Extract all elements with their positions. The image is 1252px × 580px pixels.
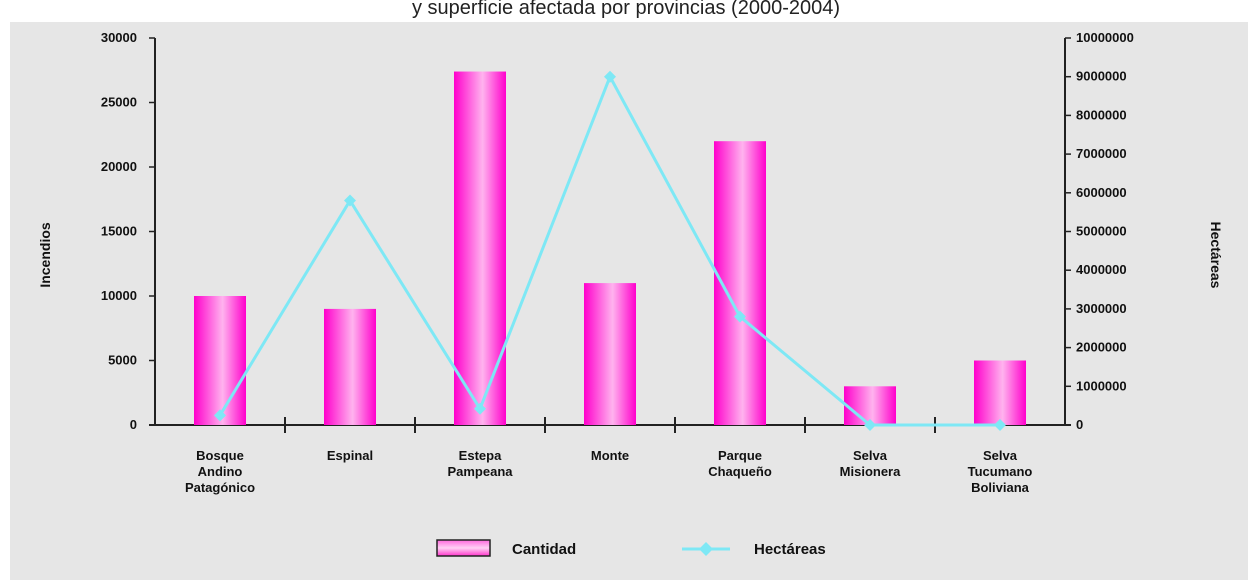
x-category-label: Monte	[591, 448, 629, 463]
y-tick-label-right: 1000000	[1076, 378, 1127, 393]
x-category-label: Selva Misionera	[840, 448, 901, 479]
y-tick-label-right: 9000000	[1076, 69, 1127, 84]
y-tick-label-left: 10000	[101, 288, 137, 303]
y-tick-label-left: 20000	[101, 159, 137, 174]
y-tick-label-left: 25000	[101, 95, 137, 110]
x-category-label: Estepa Pampeana	[447, 448, 513, 479]
y-tick-label-left: 15000	[101, 224, 137, 239]
y-tick-label-right: 0	[1076, 417, 1083, 432]
legend-swatch-cantidad	[436, 539, 491, 557]
y-tick-label-right: 3000000	[1076, 301, 1127, 316]
chart-title: y superficie afectada por provincias (20…	[412, 0, 840, 19]
bar	[324, 308, 376, 425]
y-axis-left-title: Incendios	[37, 222, 53, 288]
x-category-label: Selva Tucumano Boliviana	[968, 448, 1033, 495]
line-point-marker	[604, 70, 616, 83]
line-point-marker	[474, 402, 486, 415]
line-point-marker	[864, 419, 876, 431]
line-series-group	[214, 70, 1006, 431]
bar	[194, 296, 246, 425]
labels-group: 0 5000 10000 15000 20000 25000 30000 0 1000000 20…	[101, 30, 1134, 495]
x-category-label: Espinal	[327, 448, 373, 463]
legend-label-cantidad: Cantidad	[512, 541, 576, 558]
bar	[974, 360, 1026, 425]
bar	[454, 71, 506, 425]
line-point-marker	[994, 419, 1006, 431]
line-point-marker	[344, 194, 356, 207]
y-tick-label-left: 5000	[108, 353, 137, 368]
line-point-marker	[214, 409, 226, 422]
legend-label-hectareas: Hectáreas	[754, 541, 826, 558]
y-tick-label-right: 5000000	[1076, 224, 1127, 239]
y-tick-label-right: 8000000	[1076, 107, 1127, 122]
bar	[584, 283, 636, 425]
legend-marker-hectareas	[699, 542, 713, 556]
legend: Cantidad Hectáreas	[436, 539, 826, 558]
line-point-marker	[734, 310, 746, 323]
x-category-label: Bosque Andino Patagónico	[185, 448, 255, 495]
x-category-label: Parque Chaqueño	[708, 448, 772, 479]
y-tick-label-right: 6000000	[1076, 185, 1127, 200]
y-tick-label-right: 7000000	[1076, 146, 1127, 161]
y-tick-label-right: 10000000	[1076, 30, 1134, 45]
y-axis-right-title: Hectáreas	[1208, 222, 1224, 289]
y-tick-label-right: 4000000	[1076, 262, 1127, 277]
y-tick-label-right: 2000000	[1076, 340, 1127, 355]
bar	[844, 386, 896, 425]
y-tick-label-left: 0	[130, 417, 137, 432]
y-tick-label-left: 30000	[101, 30, 137, 45]
